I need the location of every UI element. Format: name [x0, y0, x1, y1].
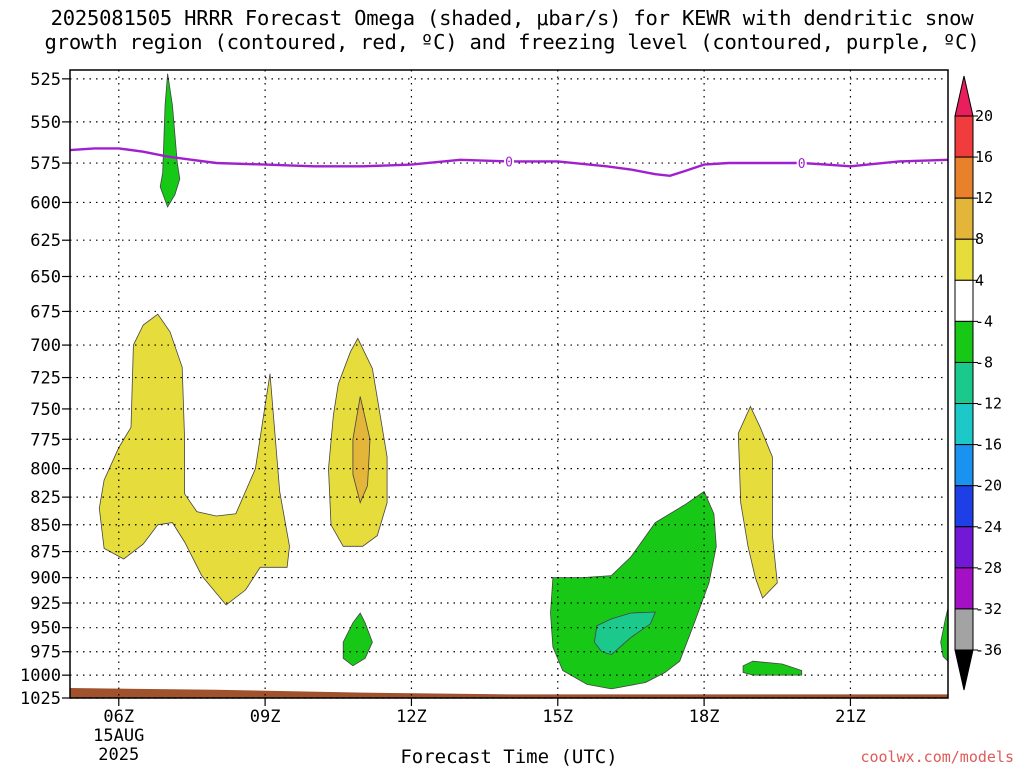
y-tick-label-525: 525: [30, 70, 61, 90]
chart-title: 2025081505 HRRR Forecast Omega (shaded, …: [0, 6, 1024, 54]
omega-region-1: [98, 313, 290, 606]
colorbar-band-2: [954, 156, 974, 199]
y-tick-label-975: 975: [30, 643, 61, 663]
y-tick-label-575: 575: [30, 154, 61, 174]
terrain-band: [70, 688, 948, 698]
colorbar-band-5: [954, 279, 974, 322]
colorbar-band-11: [954, 526, 974, 569]
x-tick-label-21Z: 21Z: [835, 707, 866, 727]
plot-frame: [69, 69, 949, 699]
colorbar-band-6: [954, 320, 974, 363]
y-tick-label-850: 850: [30, 516, 61, 536]
colorbar-band-12: [954, 567, 974, 610]
y-axis: 525 550 575 600 625 650 675 700 725 750 775 800 825 8…: [20, 70, 70, 709]
x-tick-sublabel-1: 2025: [98, 745, 139, 765]
colorbar-label-11: -28: [975, 559, 1002, 577]
colorbar-label-7: -12: [975, 395, 1002, 413]
y-tick-label-650: 650: [30, 267, 61, 287]
omega-region-9: [940, 607, 949, 663]
colorbar-label-3: 8: [975, 230, 984, 248]
freezing-level-label-0: 0: [505, 155, 513, 170]
chart-title-line-1: 2025081505 HRRR Forecast Omega (shaded, …: [50, 6, 974, 30]
omega-region-0: [159, 73, 181, 208]
x-tick-label-18Z: 18Z: [689, 707, 720, 727]
freezing-level-label-bg-0: [504, 154, 514, 168]
omega-shading-layer: [98, 73, 949, 690]
source-credit[interactable]: coolwx.com/models: [860, 748, 1014, 766]
grid-layer: [70, 70, 948, 699]
omega-region-4: [342, 612, 373, 667]
colorbar-band-7: [954, 361, 974, 405]
y-tick-label-600: 600: [30, 193, 61, 213]
colorbar-label-8: -16: [975, 436, 1002, 454]
omega-region-5: [550, 490, 717, 690]
x-tick-label-06Z: 06Z: [103, 707, 134, 727]
x-tick-label-12Z: 12Z: [396, 707, 427, 727]
y-tick-label-675: 675: [30, 302, 61, 322]
colorbar-label-0: 20: [975, 107, 993, 125]
omega-region-3: [352, 396, 371, 504]
colorbar-label-5: -4: [975, 312, 993, 330]
colorbar-bottom-arrow: [954, 649, 974, 691]
colorbar-band-8: [954, 403, 974, 446]
y-tick-label-625: 625: [30, 231, 61, 251]
y-tick-label-750: 750: [30, 400, 61, 420]
y-tick-label-1025: 1025: [20, 689, 61, 709]
colorbar-label-1: 16: [975, 148, 993, 166]
colorbar-band-3: [954, 197, 974, 240]
colorbar-label-13: -36: [975, 641, 1002, 659]
x-tick-label-09Z: 09Z: [250, 707, 281, 727]
y-tick-label-825: 825: [30, 488, 61, 508]
y-tick-label-775: 775: [30, 430, 61, 450]
colorbar-top-arrow: [954, 75, 974, 117]
omega-region-6: [593, 611, 656, 656]
y-tick-label-875: 875: [30, 543, 61, 563]
colorbar-label-4: 4: [975, 271, 984, 289]
omega-region-8: [742, 660, 803, 676]
y-tick-label-550: 550: [30, 113, 61, 133]
colorbar-label-12: -32: [975, 600, 1002, 618]
freezing-level-line: [69, 147, 949, 178]
y-tick-label-925: 925: [30, 594, 61, 614]
y-tick-label-800: 800: [30, 460, 61, 480]
freezing-level-label-1: 0: [798, 157, 806, 172]
y-tick-label-950: 950: [30, 619, 61, 639]
x-tick-sublabel-0: 15AUG: [93, 726, 144, 746]
colorbar-band-10: [954, 485, 974, 528]
y-tick-label-725: 725: [30, 369, 61, 389]
freezing-level-label-bg-1: [796, 156, 807, 170]
y-tick-label-1000: 1000: [20, 666, 61, 686]
y-tick-label-900: 900: [30, 569, 61, 589]
colorbar-band-13: [954, 608, 974, 651]
colorbar-label-9: -20: [975, 477, 1002, 495]
terrain-layer: [70, 688, 948, 698]
y-tick-label-700: 700: [30, 336, 61, 356]
omega-region-7: [737, 405, 778, 599]
colorbar-band-4: [954, 238, 974, 281]
colorbar-band-1: [954, 115, 974, 158]
colorbar: 20 16 12 8 4 -4 -8 -12 -16 -20 -24 -28 -32 -36: [954, 75, 1002, 691]
x-tick-label-15Z: 15Z: [542, 707, 573, 727]
colorbar-label-6: -8: [975, 353, 993, 371]
x-axis-label: Forecast Time (UTC): [400, 746, 617, 768]
chart-title-line-2: growth region (contoured, red, ºC) and f…: [44, 30, 980, 54]
colorbar-label-2: 12: [975, 189, 993, 207]
colorbar-label-10: -24: [975, 518, 1002, 536]
colorbar-band-9: [954, 444, 974, 487]
